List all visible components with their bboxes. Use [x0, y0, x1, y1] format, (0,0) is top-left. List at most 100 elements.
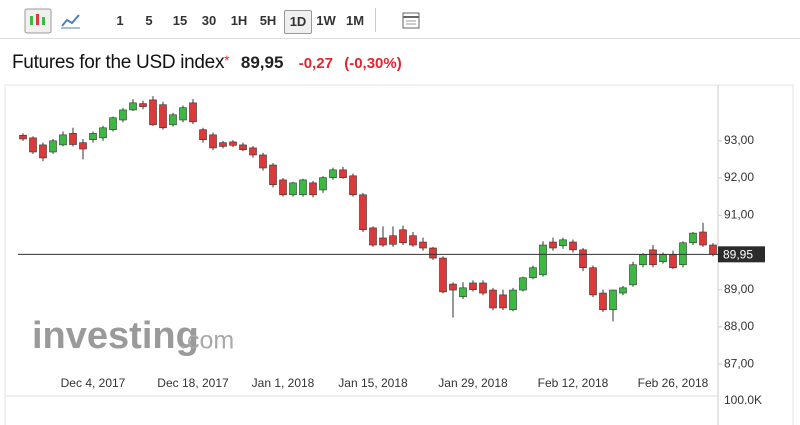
candle-body: [439, 257, 447, 293]
candle-body: [699, 231, 707, 246]
y-tick-label: 89,00: [724, 282, 754, 296]
quote-header: Futures for the USD index* 89,95 -0,27 (…: [12, 52, 402, 74]
candle-body: [629, 264, 637, 286]
candle-body: [269, 164, 277, 186]
candle-body: [689, 232, 697, 244]
candle-body: [409, 235, 417, 246]
interval-button[interactable]: 1M: [345, 13, 365, 28]
last-price-label: 89,95: [723, 247, 753, 261]
x-tick-label: Jan 1, 2018: [252, 376, 315, 390]
volume-label: 100.0K: [724, 393, 762, 407]
candle-body: [369, 227, 377, 246]
candle-body: [89, 133, 97, 141]
candle-body: [39, 144, 47, 159]
icon-part: [402, 12, 420, 29]
candle-body: [249, 147, 257, 156]
candle-body: [399, 229, 407, 244]
candle-body: [469, 282, 477, 290]
candle-body: [449, 283, 457, 291]
y-tick-label: 91,00: [724, 207, 754, 221]
toolbar: 1 5 15 30 1H 5H 1D 1W 1M: [0, 0, 800, 39]
candle-body: [159, 104, 167, 129]
interval-button[interactable]: 5: [145, 13, 153, 28]
candle-body: [19, 134, 27, 140]
interval-button[interactable]: 1D: [284, 10, 312, 34]
y-tick-label: 87,00: [724, 356, 754, 370]
candle-body: [649, 249, 657, 266]
line-icon[interactable]: [61, 14, 80, 27]
settings-icon[interactable]: [402, 11, 422, 31]
candle-body: [569, 241, 577, 251]
candle-body: [309, 182, 317, 196]
interval-button[interactable]: 1H: [230, 13, 248, 28]
candle-body: [69, 133, 77, 145]
candle-body: [639, 254, 647, 266]
candle-body: [219, 142, 227, 147]
candle-body: [149, 99, 157, 126]
candle-body: [209, 134, 217, 149]
candle-body: [429, 247, 437, 259]
watermark-suffix: .com: [180, 327, 234, 355]
change: -0,27: [298, 55, 333, 72]
candle-body: [49, 140, 57, 153]
candle-body: [289, 182, 297, 196]
candle-body: [339, 169, 347, 178]
candle-body: [589, 267, 597, 296]
instrument-title: Futures for the USD index: [12, 52, 225, 73]
candle-body: [549, 241, 557, 249]
marker: *: [224, 52, 230, 68]
candle-body: [239, 144, 247, 151]
candle-body: [319, 177, 327, 191]
x-tick-label: Feb 12, 2018: [538, 376, 609, 390]
chart-frame: [4, 84, 794, 425]
candle-body: [79, 142, 87, 150]
chart-type-icons: [24, 8, 80, 34]
candle-body: [349, 175, 357, 196]
x-tick-label: Dec 4, 2017: [61, 376, 126, 390]
interval-button[interactable]: 30: [201, 13, 217, 28]
candle-body: [479, 282, 487, 294]
last-price-tag: [718, 246, 765, 263]
candle-body: [499, 294, 507, 309]
candle-body: [489, 289, 497, 309]
icon-part: [36, 14, 39, 25]
candle-body: [709, 244, 717, 255]
candle-body: [519, 277, 527, 291]
interval-button[interactable]: 1W: [316, 13, 336, 28]
y-tick-label: 88,00: [724, 319, 754, 333]
candle-body: [139, 103, 147, 107]
candle-body: [259, 154, 267, 169]
candle-body: [199, 129, 207, 141]
candle-body: [99, 127, 107, 139]
candle-body: [539, 244, 547, 276]
separator: [375, 8, 376, 32]
candle-body: [59, 134, 67, 146]
candle-body: [299, 179, 307, 196]
candle-body: [229, 141, 237, 146]
y-tick-label: 93,00: [724, 133, 754, 147]
candle-body: [129, 102, 137, 111]
interval-button[interactable]: 15: [172, 13, 188, 28]
y-tick-label: 92,00: [724, 170, 754, 184]
candle-body: [579, 249, 587, 269]
candle-body: [529, 267, 537, 279]
candle-body: [279, 179, 287, 196]
x-tick-label: Jan 15, 2018: [338, 376, 408, 390]
candle-body: [29, 137, 37, 153]
price: 89,95: [240, 53, 284, 72]
change-percent: (-0,30%): [344, 55, 402, 72]
candle-body: [189, 102, 197, 123]
candle-body: [559, 239, 567, 247]
icon-part: [30, 16, 33, 25]
x-tick-label: Jan 29, 2018: [438, 376, 508, 390]
candle-body: [109, 117, 117, 130]
candle-body: [459, 287, 467, 298]
interval-button[interactable]: 1: [116, 13, 124, 28]
x-tick-label: Feb 26, 2018: [638, 376, 709, 390]
watermark-brand: investing: [32, 315, 199, 357]
candle-body: [359, 194, 367, 231]
candle-body: [609, 289, 617, 311]
interval-button[interactable]: 5H: [259, 13, 277, 28]
candle-body: [379, 237, 387, 246]
